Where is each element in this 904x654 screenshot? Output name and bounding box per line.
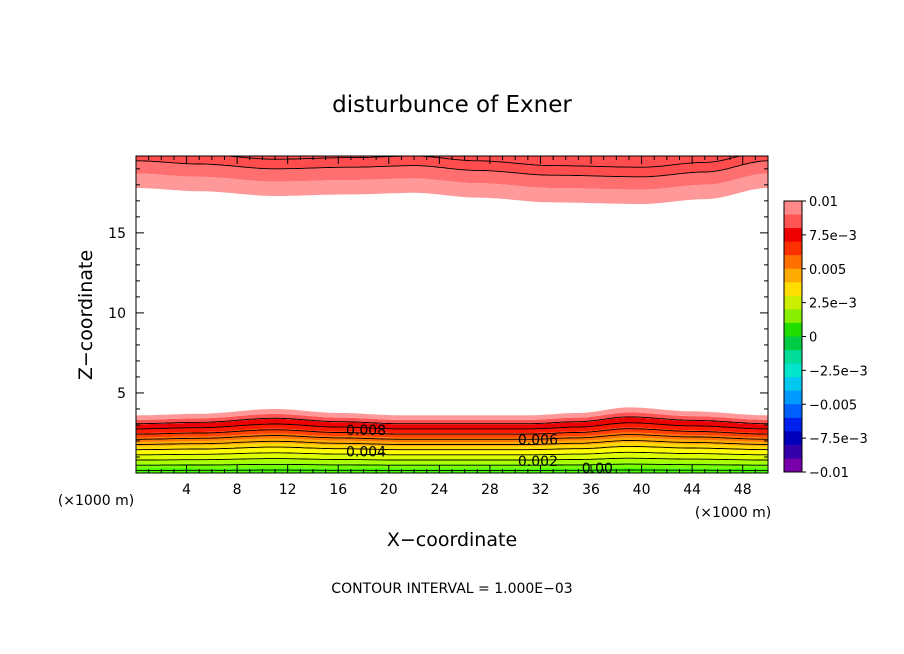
colorbar-label: −0.01 — [809, 466, 849, 481]
contour-line — [136, 160, 768, 178]
colorbar-swatch — [784, 322, 802, 337]
colorbar-swatch — [784, 458, 802, 473]
x-tick-label: 48 — [734, 482, 752, 498]
x-tick-label: 12 — [279, 482, 297, 498]
contour-interval-note: CONTOUR INTERVAL = 1.000E−03 — [331, 581, 572, 597]
contour-line — [136, 445, 768, 451]
colorbar-label: −0.005 — [809, 398, 857, 413]
x-tick-label: 4 — [182, 482, 191, 498]
colorbar-swatch — [784, 363, 802, 378]
chart-title: disturbunce of Exner — [332, 92, 572, 118]
colorbar-swatch — [784, 295, 802, 310]
lower-band — [136, 452, 768, 460]
x-tick-label: 16 — [329, 482, 347, 498]
colorbar-label: −7.5e−3 — [809, 432, 868, 447]
x-tick-label: 24 — [430, 482, 448, 498]
y-axis-label: Z−coordinate — [75, 250, 97, 380]
x-tick-label: 20 — [380, 482, 398, 498]
y-tick-label: 10 — [108, 306, 126, 322]
upper-band — [136, 173, 768, 204]
colorbar-swatch — [784, 228, 802, 243]
lower-band — [136, 417, 768, 429]
colorbar-swatch — [784, 255, 802, 270]
contour-line — [136, 451, 768, 456]
colorbar-swatch — [784, 377, 802, 392]
x-tick-label: 28 — [481, 482, 499, 498]
x-tick-label: 32 — [532, 482, 550, 498]
colorbar-label: 2.5e−3 — [809, 297, 857, 312]
colorbar-label: 7.5e−3 — [809, 229, 857, 244]
contour-label: 0.002 — [518, 454, 558, 470]
colorbar-swatch — [784, 350, 802, 365]
lower-band — [136, 407, 768, 420]
y-tick-label: 5 — [117, 386, 126, 402]
upper-band — [136, 160, 768, 190]
contour-layer: 0.008 0.004 0.006 0.002 0.00 — [136, 156, 768, 477]
colorbar-swatch — [784, 336, 802, 351]
colorbar-swatch — [784, 431, 802, 446]
colorbar-swatch — [784, 309, 802, 324]
colorbar-swatch — [784, 268, 802, 283]
upper-band — [136, 156, 768, 177]
colorbar-swatch — [784, 390, 802, 405]
contour-line — [136, 422, 768, 430]
x-tick-label: 40 — [633, 482, 651, 498]
contour-line — [136, 434, 768, 440]
contour-line — [136, 440, 768, 445]
lower-band — [136, 412, 768, 425]
contour-line — [136, 463, 768, 466]
colorbar-swatch — [784, 444, 802, 459]
lower-band — [136, 437, 768, 447]
contour-line — [136, 457, 768, 461]
lower-band — [136, 442, 768, 451]
colorbar-swatch — [784, 417, 802, 432]
lower-band — [136, 457, 768, 465]
x-tick-label: 36 — [582, 482, 600, 498]
x-tick-label: 44 — [683, 482, 701, 498]
lower-band — [136, 432, 768, 442]
x-axis-unit-left: (×1000 m) — [58, 493, 134, 509]
x-tick-label: 8 — [233, 482, 242, 498]
colorbar: 0.01 7.5e−3 0.005 2.5e−3 0 −2.5e−3 −0.005 −7.5e… — [783, 195, 868, 481]
colorbar-swatch — [784, 201, 802, 216]
colorbar-swatch — [784, 241, 802, 256]
contour-line — [136, 416, 768, 425]
contour-line — [136, 428, 768, 435]
contour-label: 0.004 — [346, 444, 386, 460]
x-axis-label: X−coordinate — [387, 529, 517, 551]
colorbar-swatch — [784, 214, 802, 229]
colorbar-label: 0.005 — [809, 263, 846, 278]
colorbar-label: 0.01 — [809, 195, 838, 210]
x-axis-unit-right: (×1000 m) — [695, 505, 771, 521]
plot-area: 0.008 0.004 0.006 0.002 0.00 — [135, 155, 769, 477]
contour-label: 0.008 — [346, 423, 386, 439]
y-tick-label: 15 — [108, 226, 126, 242]
colorbar-label: −2.5e−3 — [809, 364, 868, 379]
colorbar-label: 0 — [809, 331, 817, 346]
colorbar-swatch — [784, 282, 802, 297]
contour-label: 0.00 — [582, 461, 613, 477]
contour-label: 0.006 — [518, 432, 558, 448]
colorbar-swatch — [784, 404, 802, 419]
